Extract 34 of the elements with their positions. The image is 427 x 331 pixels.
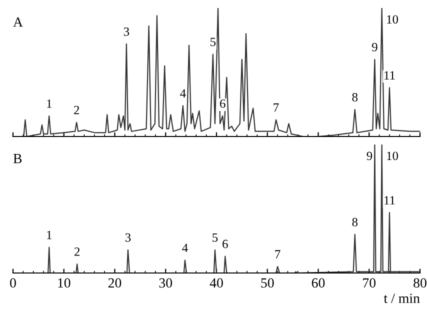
x-tick-label: 20 bbox=[108, 278, 122, 288]
annotation: 2 bbox=[74, 248, 80, 256]
annotation: 5 bbox=[210, 38, 216, 46]
annotation: 10 bbox=[387, 152, 398, 160]
annotation: 11 bbox=[384, 71, 395, 80]
x-tick-label: 70 bbox=[363, 278, 376, 288]
annotation: 8 bbox=[352, 218, 358, 226]
x-tick-label: 0 bbox=[10, 278, 16, 288]
annotation: 2 bbox=[74, 106, 80, 114]
text: B bbox=[13, 154, 22, 164]
annotation: 6 bbox=[220, 99, 226, 108]
annotation: 9 bbox=[366, 152, 372, 160]
annotation: 3 bbox=[124, 27, 130, 36]
text: A bbox=[13, 17, 23, 27]
x-axis-title: t / min bbox=[384, 294, 420, 304]
x-tick-label: 50 bbox=[261, 278, 274, 288]
annotation: 3 bbox=[125, 233, 131, 242]
annotation: 7 bbox=[275, 250, 280, 258]
x-tick-label: 60 bbox=[312, 278, 325, 288]
x-tick-label: 30 bbox=[159, 278, 172, 288]
annotation: 10 bbox=[387, 15, 398, 24]
annotation: 8 bbox=[352, 92, 358, 102]
annotation: 7 bbox=[274, 103, 279, 112]
x-tick-label: 40 bbox=[210, 278, 223, 288]
annotation: 4 bbox=[180, 89, 186, 98]
annotation: 1 bbox=[47, 99, 52, 108]
annotation: 1 bbox=[47, 230, 52, 240]
x-tick-label: 80 bbox=[414, 278, 426, 288]
annotation: 5 bbox=[212, 233, 218, 242]
x-tick-label: 10 bbox=[58, 278, 70, 288]
annotation: 11 bbox=[384, 196, 395, 204]
annotation: 9 bbox=[372, 42, 378, 52]
annotation: 4 bbox=[182, 244, 188, 252]
annotation: 6 bbox=[222, 240, 228, 248]
